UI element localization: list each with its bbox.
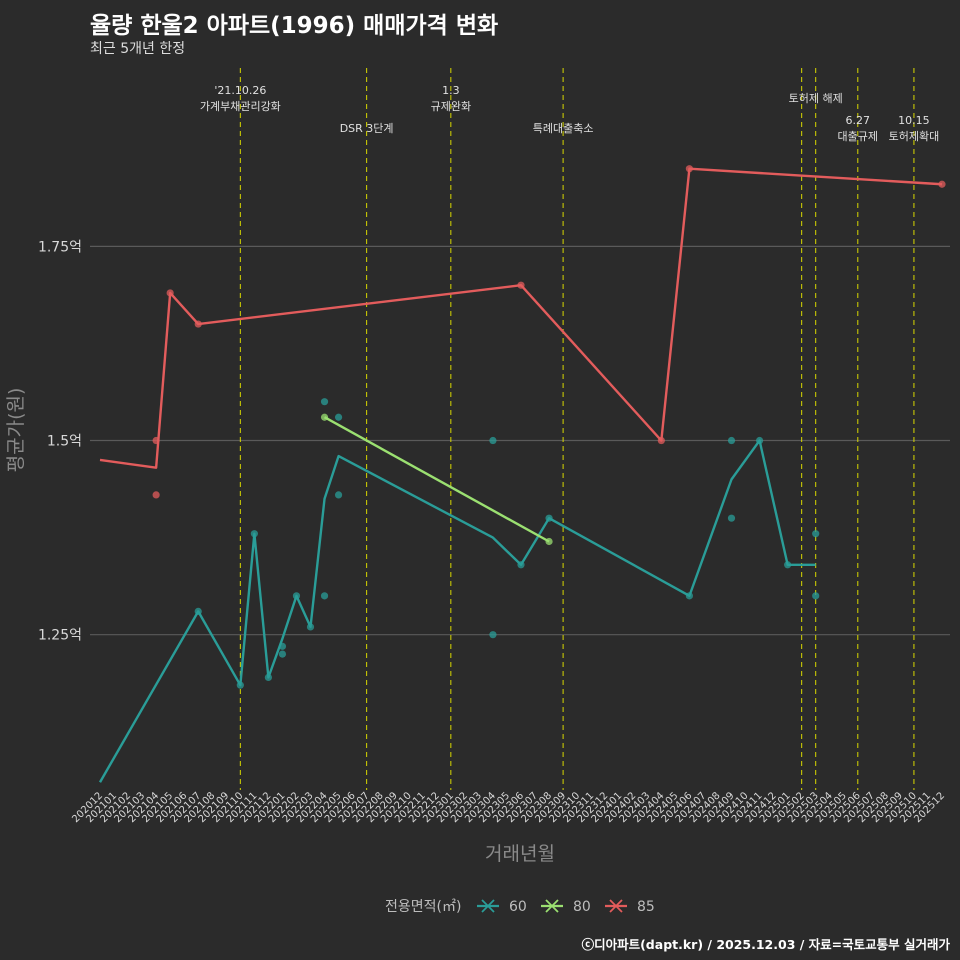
y-tick-label: 1.75억: [38, 239, 82, 255]
series-line-60: [98, 439, 816, 783]
data-point-60: [517, 561, 525, 569]
data-point-60: [278, 642, 287, 650]
y-tick-label: 1.5억: [47, 434, 82, 450]
data-point-80: [545, 537, 553, 546]
data-point-60: [236, 681, 244, 689]
data-point-85: [517, 281, 525, 289]
data-point-85: [166, 289, 174, 297]
data-point-85: [685, 165, 694, 173]
chart-title: 율량 한울2 아파트(1996) 매매가격 변화: [90, 13, 499, 39]
series-line-80: [323, 416, 550, 543]
event-annotation: 토허제확대: [889, 130, 940, 143]
data-point-60: [250, 530, 258, 538]
data-point-60: [306, 623, 315, 631]
data-point-85: [657, 436, 665, 445]
event-annotation: '21.10.26: [214, 84, 266, 97]
data-point-60: [489, 436, 497, 445]
x-axis-title: 거래년월: [485, 843, 555, 865]
legend-label-60: 60: [509, 899, 527, 915]
data-point-60: [334, 491, 343, 499]
event-annotation: 특례대출축소: [533, 122, 594, 135]
event-annotation: 6.27: [846, 114, 871, 127]
data-point-85: [938, 180, 946, 188]
chart-subtitle: 최근 5개년 한정: [90, 41, 186, 57]
y-tick-label: 1.25억: [38, 628, 82, 644]
data-point-60: [545, 514, 553, 522]
data-point-85: [194, 320, 202, 328]
data-point-80: [320, 413, 329, 421]
data-point-60: [727, 436, 736, 445]
data-point-60: [264, 673, 272, 681]
event-annotation: 가계부채관리강화: [200, 100, 281, 113]
event-annotation: 규제완화: [431, 100, 471, 113]
legend-title: 전용면적(㎡): [385, 899, 461, 915]
legend-label-85: 85: [637, 899, 655, 915]
data-point-60: [194, 607, 202, 615]
data-point-85: [152, 436, 160, 445]
legend-item-80: 80: [541, 899, 591, 915]
event-annotation: DSR 3단계: [340, 122, 394, 135]
legend-label-80: 80: [573, 899, 591, 915]
event-annotation: 1.3: [442, 84, 460, 97]
data-point-60: [334, 413, 343, 421]
data-point-60: [755, 436, 764, 445]
legend-marker-60: [481, 899, 495, 913]
event-annotation: 10.15: [898, 114, 930, 127]
data-point-60: [812, 530, 820, 538]
event-annotation: 토허제 해제: [789, 91, 843, 105]
data-point-60: [812, 592, 820, 600]
event-annotation: 대출규제: [838, 130, 878, 143]
data-point-60: [685, 592, 694, 600]
source-caption: ⓒ디아파트(dapt.kr) / 2025.12.03 / 자료=국토교통부 실…: [581, 937, 950, 952]
data-point-60: [278, 650, 287, 658]
legend-marker-80: [545, 899, 559, 913]
legend-item-60: 60: [477, 899, 527, 915]
data-point-60: [292, 592, 301, 600]
y-axis-title: 평균가(원): [5, 388, 27, 473]
data-point-85: [152, 491, 160, 499]
legend-marker-85: [609, 899, 623, 913]
legend-item-85: 85: [605, 899, 655, 915]
legend: 전용면적(㎡) 60 80 85: [385, 899, 655, 915]
data-point-60: [320, 592, 329, 600]
data-point-60: [727, 514, 736, 522]
data-point-60: [320, 398, 329, 406]
data-point-60: [489, 631, 497, 639]
data-point-60: [784, 561, 792, 569]
